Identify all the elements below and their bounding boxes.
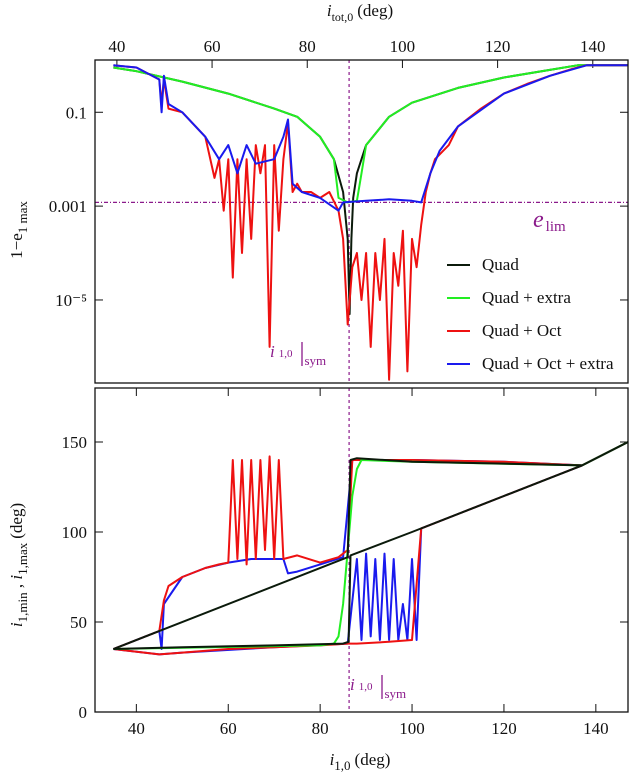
plots: 0.1 0.001 10⁻⁵ 40 60 80 100 120 140 Quad Quad + ex… [49, 37, 629, 738]
hline-label: e lim [533, 207, 566, 235]
series-group [113, 388, 628, 712]
legend-label: Quad + extra [482, 288, 571, 307]
vline-label-index: 1,0 [359, 681, 373, 693]
vline-label-var: i [350, 675, 355, 694]
x-tick-label: 80 [312, 719, 329, 738]
legend-label: Quad [482, 255, 519, 274]
y-label-top: 1−e1 max [7, 201, 30, 259]
y-label-main: 1−e [7, 233, 26, 259]
y-tick-label: 50 [70, 613, 87, 632]
vline-label: i 1,0 sym [270, 342, 326, 368]
vline-label-index: 1,0 [279, 348, 293, 360]
legend-label: Quad + Oct + extra [482, 354, 614, 373]
x2-tick-label: 140 [580, 37, 606, 56]
x-tick-label: 40 [128, 719, 145, 738]
y-tick-label: 100 [62, 523, 88, 542]
x2-tick-label: 40 [108, 37, 125, 56]
x2-label-sub: tot,0 [332, 10, 354, 24]
vline-label-var: i [270, 342, 275, 361]
y-label-sep: , [7, 580, 26, 593]
x2-label: itot,0 (deg) [327, 1, 393, 24]
vline-label-sub: sym [384, 686, 406, 701]
x-label-sub: 1,0 [334, 758, 350, 773]
x-tick-label: 140 [583, 719, 609, 738]
series-line [113, 64, 628, 204]
x-tick-label: 120 [491, 719, 517, 738]
vline-label-sub: sym [304, 353, 326, 368]
series-line [113, 64, 628, 212]
y-tick-label: 150 [62, 433, 88, 452]
y-tick-label: 0.001 [49, 197, 87, 216]
series-line [113, 64, 628, 316]
y-label-bottom: i1,min , i1,max(deg) [7, 503, 30, 627]
y-label-unit: (deg) [7, 503, 26, 539]
vline-label: i 1,0 sym [350, 675, 406, 701]
y-label-sub2: 1,max [15, 542, 30, 575]
legend-label: Quad + Oct [482, 321, 562, 340]
x-label-unit: (deg) [355, 750, 391, 769]
x2-tick-label: 60 [204, 37, 221, 56]
plot-frame [94, 59, 629, 384]
series-line [113, 441, 628, 650]
x2-tick-label: 100 [390, 37, 416, 56]
x-tick-label: 100 [399, 719, 425, 738]
y-label-var: i [7, 622, 26, 627]
x2-label-var: i [327, 1, 332, 20]
plot-frame [94, 387, 629, 713]
x-label: i1,0 (deg) [330, 750, 391, 773]
x2-tick-label: 80 [299, 37, 316, 56]
series-group [95, 60, 628, 383]
hline-label-sub: lim [546, 219, 566, 235]
hline-label-var: e [533, 207, 544, 233]
y-label-sub: 1 max [15, 201, 30, 234]
x2-label-unit: (deg) [357, 1, 393, 20]
x-label-var: i [330, 750, 335, 769]
y-label-var2: i [7, 575, 26, 580]
x2-tick-label: 120 [485, 37, 511, 56]
y-label-sub: 1,min [15, 592, 30, 622]
y-tick-label: 0.1 [66, 103, 87, 122]
series-line [113, 464, 583, 650]
x-tick-label: 60 [220, 719, 237, 738]
y-tick-label: 0 [79, 703, 88, 722]
y-tick-label: 10⁻⁵ [55, 291, 87, 310]
